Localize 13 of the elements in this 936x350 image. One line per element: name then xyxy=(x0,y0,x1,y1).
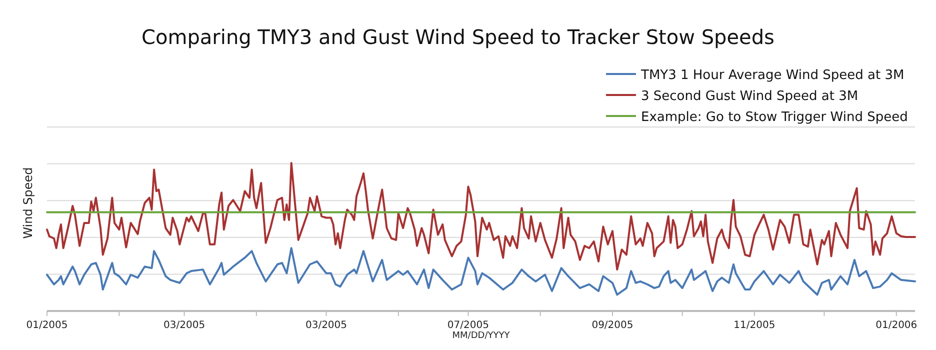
x-tick-label: 11/2005 xyxy=(734,320,776,331)
x-tick-label: 07/2005 xyxy=(447,320,489,331)
x-tick-label: 03/2005 xyxy=(164,320,206,331)
y-axis-title: Wind Speed xyxy=(21,167,35,239)
chart-title: Comparing TMY3 and Gust Wind Speed to Tracker Stow Speeds xyxy=(142,25,774,49)
legend-label: TMY3 1 Hour Average Wind Speed at 3M xyxy=(640,68,904,83)
x-tick-label: 09/2005 xyxy=(592,320,634,331)
legend-label: Example: Go to Stow Trigger Wind Speed xyxy=(641,110,908,125)
x-axis-title: MM/DD/YYYY xyxy=(452,331,510,341)
x-tick-label: 01/2005 xyxy=(26,320,68,331)
x-tick-label: 03/2005 xyxy=(305,320,348,331)
legend-label: 3 Second Gust Wind Speed at 3M xyxy=(641,89,858,104)
x-tick-label: 01/2006 xyxy=(876,320,918,331)
